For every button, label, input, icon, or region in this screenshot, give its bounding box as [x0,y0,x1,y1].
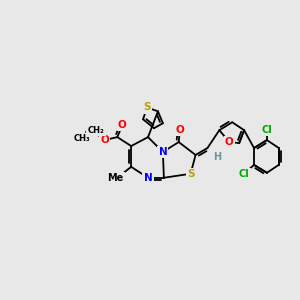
Text: ethyl: ethyl [84,129,105,135]
Text: Me: Me [107,173,123,183]
Text: S: S [187,169,194,179]
Text: O: O [100,135,109,145]
Text: Cl: Cl [239,169,250,179]
Text: S: S [143,102,151,112]
Text: N: N [144,173,152,183]
Text: H: H [213,152,221,162]
Text: CH₃: CH₃ [73,134,90,142]
Text: O: O [118,120,127,130]
Text: CH₂: CH₂ [87,126,104,135]
Text: Cl: Cl [262,125,272,135]
Text: O: O [175,125,184,135]
Text: N: N [158,147,167,157]
Text: O: O [225,137,234,147]
